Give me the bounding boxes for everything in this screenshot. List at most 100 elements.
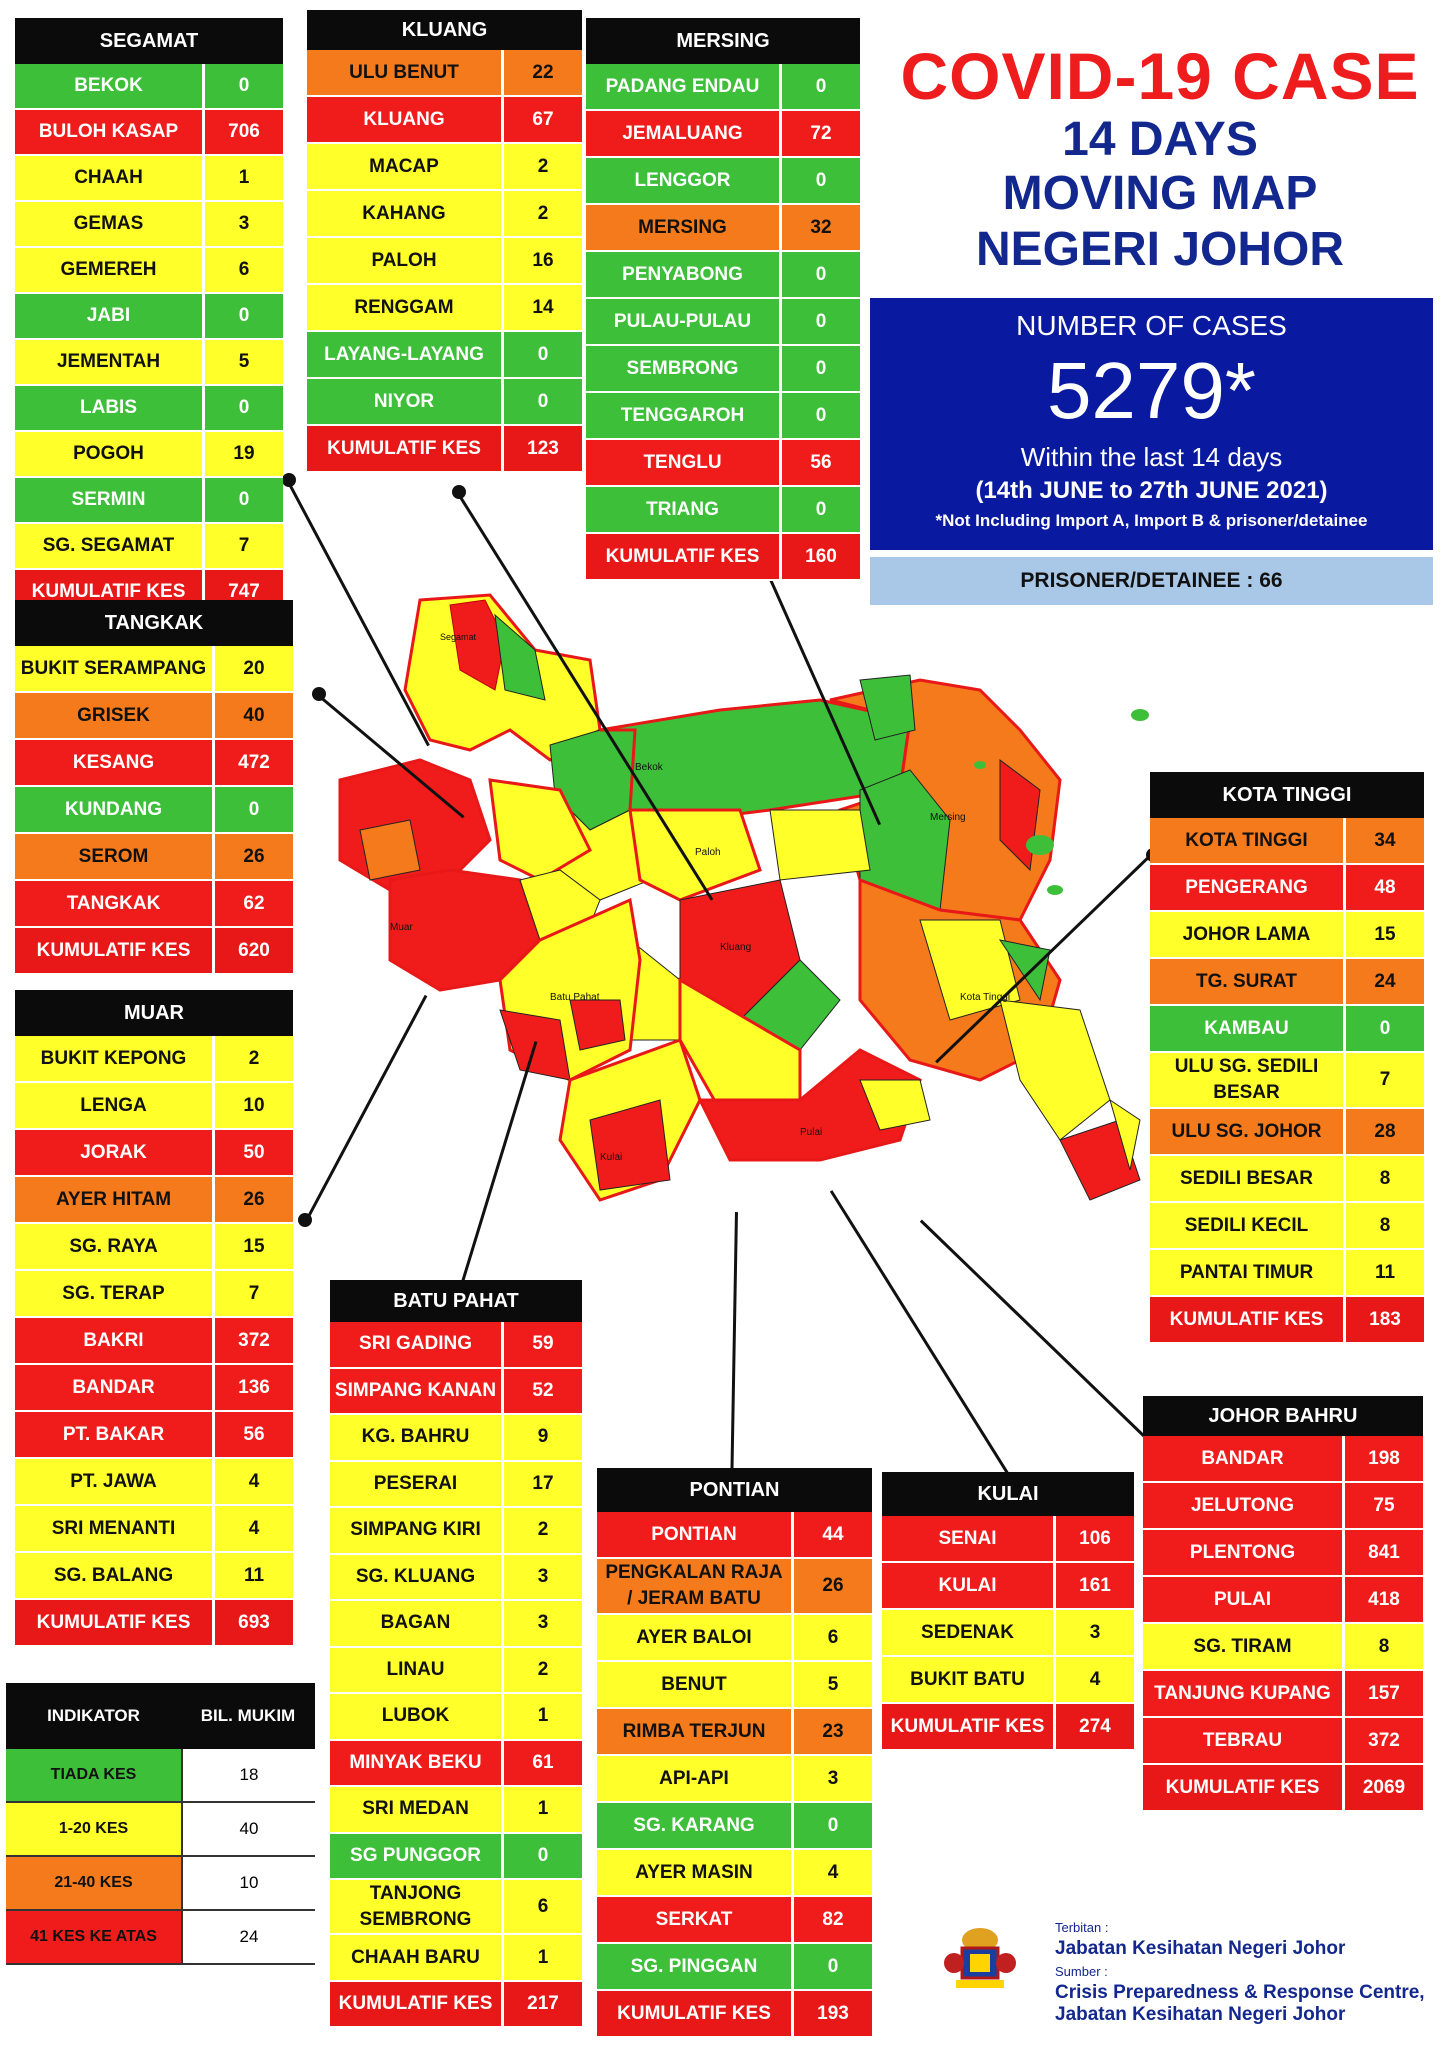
legend-row-41-kes-ke-atas: 41 KES KE ATAS 24 [6,1911,315,1965]
mukim-cases: 20 [212,646,293,691]
mukim-cases: 56 [779,440,860,485]
map-label-kota-tinggi: Kota Tinggi [960,992,1010,1003]
mukim-cases: 61 [501,1740,582,1785]
mukim-cases: 3 [202,202,283,246]
mukim-row-pogoh: POGOH 19 [15,432,283,478]
mukim-row-ayer-baloi: AYER BALOI 6 [597,1615,872,1662]
mukim-name: RENGGAM [354,296,454,318]
mukim-name: GEMEREH [60,259,157,280]
main-title: COVID-19 CASE [900,39,1420,113]
mukim-name: JORAK [80,1141,147,1163]
district-total-row: KUMULATIF KES 693 [15,1600,293,1647]
map-region-ulu-sg-sedili [919,919,1021,1021]
mukim-row-lubok: LUBOK 1 [330,1694,582,1741]
mukim-cases: 24 [1343,959,1424,1004]
exclusion-note: *Not Including Import A, Import B & pris… [935,511,1368,530]
mukim-row-senai: SENAI 106 [882,1516,1134,1563]
mukim-name: KESANG [72,751,155,773]
mukim-cases: 5 [791,1662,872,1707]
mukim-name: MINYAK BEKU [349,1751,482,1773]
mukim-name: SENAI [938,1527,997,1549]
mukim-row-peserai: PESERAI 17 [330,1461,582,1508]
map-label-kluang: Kluang [720,942,751,953]
mukim-cases: 6 [791,1615,872,1660]
mukim-name: PANTAI TIMUR [1179,1261,1314,1283]
mukim-name: PLENTONG [1189,1541,1296,1563]
mukim-name: PULAI [1214,1588,1271,1610]
mukim-cases: 50 [212,1130,293,1175]
district-panel-kota-tinggi: KOTA TINGGI KOTA TINGGI 34 PENGERANG 48 JOHOR… [1150,772,1424,1344]
mukim-cases: 0 [779,252,860,297]
mukim-cases: 0 [779,393,860,438]
mukim-cases: 82 [791,1897,872,1942]
source-line2: Jabatan Kesihatan Negeri Johor [1055,2004,1346,2025]
legend-col2: BIL. MUKIM [200,1706,296,1725]
mukim-cases: 706 [202,110,283,154]
mukim-row-simpang-kanan: SIMPANG KANAN 52 [330,1368,582,1415]
district-total-row: KUMULATIF KES 193 [597,1991,872,2038]
mukim-cases: 7 [202,524,283,568]
mukim-cases: 8 [1342,1624,1423,1669]
mukim-name: SG. TERAP [62,1282,165,1304]
total-cases: 693 [212,1600,293,1645]
mukim-cases: 161 [1053,1563,1134,1608]
mukim-cases: 0 [779,64,860,109]
mukim-row-tebrau: TEBRAU 372 [1143,1718,1423,1765]
mukim-cases: 40 [212,693,293,738]
total-cases: 2069 [1342,1765,1423,1810]
mukim-name: TANJONG SEMBRONG [359,1882,472,1930]
mukim-name: BULOH KASAP [38,121,179,142]
mukim-cases: 6 [501,1880,582,1934]
mukim-name: SG. SEGAMAT [42,535,175,556]
mukim-cases: 6 [202,248,283,292]
mukim-row-bandar: BANDAR 136 [15,1365,293,1412]
mukim-cases: 3 [1053,1610,1134,1655]
mukim-row-pulau-pulau: PULAU-PULAU 0 [586,299,860,346]
map-island-sibu [1047,885,1063,895]
mukim-row-tenggaroh: TENGGAROH 0 [586,393,860,440]
mukim-row-pengerang: PENGERANG 48 [1150,865,1424,912]
district-panel-batu-pahat: BATU PAHAT SRI GADING 59 SIMPANG KANAN 52 KG.… [330,1280,582,2029]
mukim-cases: 3 [501,1601,582,1646]
mukim-name: JEMENTAH [56,351,161,372]
mukim-row-sg-terap: SG. TERAP 7 [15,1271,293,1318]
mukim-cases: 0 [202,64,283,108]
district-title: KOTA TINGGI [1150,772,1424,818]
mukim-row-sembrong: SEMBRONG 0 [586,346,860,393]
mukim-row-ulu-sg-johor: ULU SG. JOHOR 28 [1150,1109,1424,1156]
mukim-cases: 106 [1053,1516,1134,1561]
map-region-pantai-timur [1109,1098,1141,1171]
mukim-cases: 26 [212,834,293,879]
total-label: KUMULATIF KES [605,545,760,567]
mukim-row-bakri: BAKRI 372 [15,1318,293,1365]
mukim-name: TRIANG [646,498,719,520]
mukim-cases: 1 [501,1694,582,1739]
mukim-cases: 0 [779,487,860,532]
legend-row-21-40-kes: 21-40 KES 10 [6,1857,315,1911]
legend-count: 40 [181,1803,315,1855]
mukim-cases: 5 [202,340,283,384]
mukim-row-jelutong: JELUTONG 75 [1143,1483,1423,1530]
mukim-cases: 1 [501,1787,582,1832]
map-label-bekok: Bekok [635,762,664,773]
mukim-row-sg-tiram: SG. TIRAM 8 [1143,1624,1423,1671]
mukim-row-pengkalan-raja-jeram-batu: PENGKALAN RAJA / JERAM BATU 26 [597,1559,872,1615]
mukim-row-johor-lama: JOHOR LAMA 15 [1150,912,1424,959]
mukim-cases: 48 [1343,865,1424,910]
mukim-row-serom: SEROM 26 [15,834,293,881]
mukim-cases: 8 [1343,1203,1424,1248]
mukim-name: SIMPANG KIRI [350,1519,481,1541]
mukim-cases: 32 [779,205,860,250]
mukim-name: KAHANG [362,202,446,224]
map-region-serkat [589,1099,671,1191]
district-title: TANGKAK [15,600,293,646]
mukim-row-tanjung-kupang: TANJUNG KUPANG 157 [1143,1671,1423,1718]
mukim-cases: 0 [779,346,860,391]
district-total-row: KUMULATIF KES 274 [882,1704,1134,1751]
mukim-row-sg-pinggan: SG. PINGGAN 0 [597,1944,872,1991]
mukim-cases: 136 [212,1365,293,1410]
mukim-row-serkat: SERKAT 82 [597,1897,872,1944]
map-region-segamat [403,593,602,762]
map-region-buloh-kasap [449,599,506,691]
mukim-row-sri-gading: SRI GADING 59 [330,1322,582,1369]
